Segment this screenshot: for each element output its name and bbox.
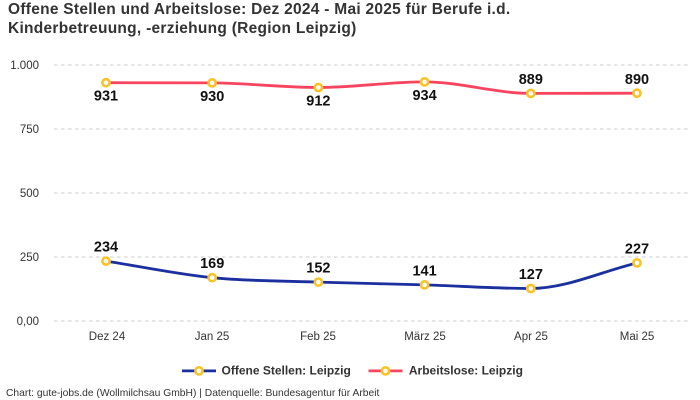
svg-text:152: 152 — [306, 261, 330, 277]
svg-text:Feb 25: Feb 25 — [300, 331, 336, 343]
svg-text:930: 930 — [200, 89, 224, 105]
svg-text:750: 750 — [20, 124, 39, 136]
svg-text:127: 127 — [519, 267, 543, 283]
svg-text:März 25: März 25 — [404, 331, 446, 343]
svg-text:250: 250 — [20, 252, 39, 264]
svg-text:931: 931 — [94, 89, 118, 105]
svg-text:889: 889 — [519, 72, 543, 88]
svg-text:Jan 25: Jan 25 — [195, 331, 230, 343]
svg-text:0,00: 0,00 — [17, 316, 39, 328]
svg-text:169: 169 — [200, 256, 224, 272]
svg-text:227: 227 — [625, 241, 649, 257]
svg-text:Mai 25: Mai 25 — [620, 331, 655, 343]
svg-text:141: 141 — [412, 263, 436, 279]
svg-text:934: 934 — [412, 88, 436, 104]
svg-text:890: 890 — [625, 72, 649, 88]
svg-text:912: 912 — [306, 94, 330, 110]
svg-text:500: 500 — [20, 188, 39, 200]
svg-text:1.000: 1.000 — [10, 60, 39, 72]
svg-text:Arbeitslose: Leipzig: Arbeitslose: Leipzig — [409, 364, 523, 378]
svg-text:Kinderbetreuung, -erziehung (R: Kinderbetreuung, -erziehung (Region Leip… — [8, 20, 357, 37]
svg-text:Dez 24: Dez 24 — [89, 331, 126, 343]
svg-text:Offene Stellen: Leipzig: Offene Stellen: Leipzig — [222, 364, 351, 378]
svg-text:Offene Stellen und Arbeitslose: Offene Stellen und Arbeitslose: Dez 2024… — [8, 1, 510, 18]
svg-text:Chart: gute-jobs.de (Wollmilch: Chart: gute-jobs.de (Wollmilchsau GmbH) … — [6, 388, 379, 399]
svg-text:Apr 25: Apr 25 — [514, 331, 548, 343]
svg-text:234: 234 — [94, 240, 118, 256]
